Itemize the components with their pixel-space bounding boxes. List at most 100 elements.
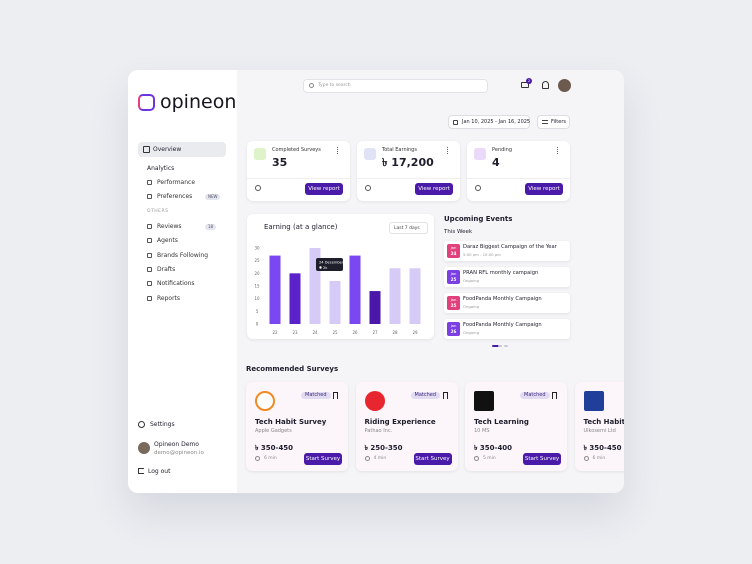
price: ৳ 350-400 [474,444,513,452]
start-survey-button[interactable]: Start Survey [523,453,561,465]
tooltip-value: 2k [323,266,328,270]
profile-avatar[interactable] [558,79,571,92]
nav-label: Reviews [157,223,182,230]
x-tick-label: 28 [392,330,398,335]
view-report-button[interactable]: View report [305,183,343,195]
view-report-button[interactable]: View report [415,183,453,195]
x-tick-label: 22 [272,330,278,335]
more-button[interactable] [447,147,449,154]
badge: 18 [205,223,217,230]
more-button[interactable] [557,147,559,154]
company-logo [364,391,385,411]
nav-item[interactable]: Brands Following [138,251,226,261]
filters-label: Filters [551,119,566,125]
event-card[interactable]: Jan 26 FoodPanda Monthly Campaign Ongoing [444,319,570,339]
user-name: Opineon Demo [154,441,199,448]
event-time: Ongoing [463,330,479,335]
more-button[interactable] [337,147,339,154]
price: ৳ 350-450 [583,444,622,452]
event-time: Ongoing [463,304,479,309]
surveys-title: Recommended Surveys [246,365,339,373]
icon [138,421,145,428]
mail-button[interactable]: 2 [521,78,532,88]
nav-label: Reports [157,294,181,302]
bar [309,248,321,324]
logout[interactable]: Log out [138,467,198,477]
clock-icon [255,456,260,461]
date-range-button[interactable]: Jan 10, 2025 - Jan 16, 2025 [448,115,530,129]
bar [289,273,301,324]
event-card[interactable]: Jan 25 FoodPanda Monthly Campaign Ongoing [444,293,570,313]
event-title: Daraz Biggest Campaign of the Year [463,244,557,250]
match-tag: Matched [410,392,441,399]
survey-name: Tech Learning [474,418,529,426]
section-heading: Analytics [147,165,175,172]
event-month: Jan [450,245,457,250]
duration: 6 min [592,456,606,461]
stat-label: Completed Surveys [272,147,321,153]
bookmark-button[interactable] [333,392,338,399]
event-title: FoodPanda Monthly Campaign [463,322,542,328]
x-tick-label: 23 [292,330,298,335]
nav-item[interactable]: Reports [138,294,226,304]
events-title: Upcoming Events [444,215,513,223]
nav-label: Preferences [157,193,193,200]
events-subtitle: This Week [444,229,473,235]
icon [147,224,152,229]
nav-item[interactable]: Agents [138,236,226,246]
event-card[interactable]: Jan 24 Daraz Biggest Campaign of the Year 5… [444,241,570,261]
nav-label: Overview [153,145,182,153]
clock-icon [583,456,589,461]
nav-item[interactable]: Performance [138,178,226,188]
period-label: Last 7 days [394,225,420,231]
y-tick-label: 0 [256,322,259,327]
start-survey-button[interactable]: Start Survey [304,453,342,465]
sidebar: opineon Overview Analytics Performance Prefe… [128,70,237,493]
pager-dot[interactable] [504,345,508,347]
period-dropdown[interactable]: Last 7 days [389,222,428,234]
event-month: Jan [450,297,457,302]
bookmark-button[interactable] [552,392,557,399]
price: ৳ 250-350 [364,444,403,452]
y-tick-label: 25 [254,258,260,263]
nav-item[interactable]: Overview [138,142,226,157]
stat-label: Pending [492,147,512,153]
nav-item[interactable]: Preferences NEW [138,192,226,202]
event-day: 25 [450,277,457,282]
section-heading: OTHERS [147,209,169,214]
badge: NEW [205,193,221,200]
y-tick-label: 15 [254,284,260,289]
chart-card: Earning (at a glance) Last 7 days 0 5 10 15 20… [247,214,434,339]
nav-label: Agents [157,237,178,245]
search-icon [309,83,314,88]
start-survey-button[interactable]: Start Survey [413,453,452,465]
view-report-button[interactable]: View report [525,183,563,195]
filters-button[interactable]: Filters [537,115,570,129]
survey-name: Tech Habit Survey [255,418,327,426]
event-day: 24 [450,251,457,256]
event-date: Jan 25 [447,296,460,310]
tooltip-dot [319,266,322,269]
app-window: opineon Overview Analytics Performance Prefe… [128,70,624,493]
nav-item[interactable]: Reviews 18 [138,222,226,232]
bar [409,268,421,324]
pager-dot[interactable] [498,345,502,347]
search-box[interactable]: Type to search [303,79,488,93]
nav-item[interactable]: Notifications [138,279,226,289]
settings[interactable]: Settings [138,420,218,430]
event-card[interactable]: Jan 25 PRAN RFL monthly campaign Ongoing [444,267,570,287]
icon [147,194,152,199]
bar [269,255,281,324]
icon [147,238,152,244]
bookmark-button[interactable] [442,392,448,399]
icon [147,295,152,301]
price: ৳ 350-450 [255,444,294,452]
event-month: Jan [450,323,457,328]
x-tick-label: 29 [412,330,418,335]
pager-dot[interactable] [492,345,501,347]
match-tag: Matched [301,392,331,399]
bell-button[interactable] [542,81,549,89]
nav-item[interactable]: Drafts [138,265,226,275]
